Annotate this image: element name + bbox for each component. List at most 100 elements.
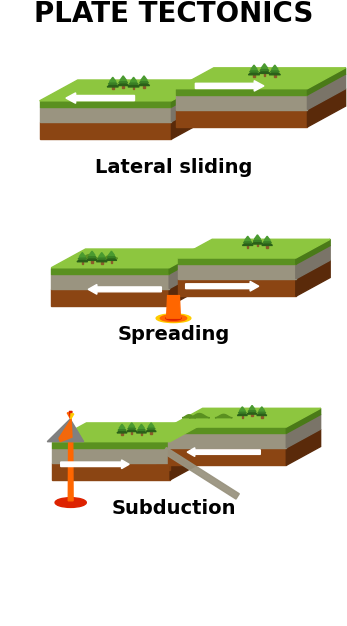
Polygon shape	[82, 262, 83, 264]
Polygon shape	[169, 249, 203, 274]
Polygon shape	[143, 86, 145, 88]
Polygon shape	[101, 262, 102, 264]
Polygon shape	[137, 426, 145, 431]
Polygon shape	[189, 414, 210, 418]
Polygon shape	[108, 251, 115, 255]
Polygon shape	[238, 409, 246, 413]
Polygon shape	[168, 448, 286, 465]
Polygon shape	[129, 423, 135, 427]
Polygon shape	[178, 239, 330, 258]
Polygon shape	[264, 73, 265, 76]
Text: PLATE TECTONICS: PLATE TECTONICS	[34, 0, 313, 28]
Polygon shape	[151, 431, 152, 434]
Polygon shape	[269, 70, 280, 74]
Polygon shape	[248, 408, 256, 411]
Polygon shape	[111, 260, 112, 263]
Polygon shape	[259, 69, 270, 73]
Polygon shape	[307, 68, 346, 95]
Ellipse shape	[55, 498, 86, 508]
Polygon shape	[156, 465, 170, 470]
Polygon shape	[296, 260, 330, 296]
Polygon shape	[286, 414, 321, 448]
Polygon shape	[248, 70, 260, 74]
Polygon shape	[68, 442, 73, 501]
Polygon shape	[266, 245, 268, 248]
Polygon shape	[120, 76, 126, 80]
Polygon shape	[307, 89, 346, 127]
Polygon shape	[296, 245, 330, 279]
Polygon shape	[81, 255, 98, 259]
Polygon shape	[51, 249, 203, 268]
Polygon shape	[244, 239, 252, 243]
Polygon shape	[52, 423, 204, 442]
Polygon shape	[242, 241, 253, 245]
Polygon shape	[51, 289, 169, 306]
Polygon shape	[102, 255, 118, 259]
Polygon shape	[270, 68, 279, 72]
Polygon shape	[176, 68, 346, 89]
FancyArrow shape	[195, 81, 264, 91]
Polygon shape	[52, 448, 170, 463]
Polygon shape	[47, 419, 84, 442]
Polygon shape	[99, 252, 105, 257]
Polygon shape	[40, 101, 171, 107]
Polygon shape	[247, 410, 257, 414]
Polygon shape	[178, 258, 296, 264]
Polygon shape	[272, 65, 278, 69]
Polygon shape	[168, 427, 286, 433]
Polygon shape	[167, 295, 180, 318]
Polygon shape	[69, 411, 72, 419]
Polygon shape	[163, 448, 239, 499]
Polygon shape	[71, 414, 74, 419]
Polygon shape	[107, 83, 118, 87]
Polygon shape	[170, 423, 204, 448]
Ellipse shape	[160, 315, 187, 322]
Ellipse shape	[166, 316, 181, 320]
Polygon shape	[261, 416, 263, 418]
FancyArrow shape	[187, 448, 260, 456]
Polygon shape	[119, 424, 125, 428]
Polygon shape	[139, 78, 149, 83]
Polygon shape	[110, 77, 116, 82]
Polygon shape	[307, 74, 346, 110]
Polygon shape	[78, 255, 86, 259]
Polygon shape	[108, 80, 117, 84]
Polygon shape	[148, 423, 154, 427]
Text: Spreading: Spreading	[117, 325, 230, 344]
Polygon shape	[106, 256, 117, 260]
Polygon shape	[257, 411, 267, 416]
Polygon shape	[274, 74, 276, 77]
Polygon shape	[171, 101, 210, 139]
Polygon shape	[122, 86, 124, 88]
Polygon shape	[260, 66, 269, 71]
Polygon shape	[178, 279, 296, 296]
Polygon shape	[52, 442, 170, 448]
FancyArrow shape	[186, 281, 259, 291]
Polygon shape	[171, 80, 210, 107]
Polygon shape	[242, 416, 243, 418]
Polygon shape	[138, 424, 144, 428]
Polygon shape	[52, 463, 170, 480]
Polygon shape	[253, 237, 262, 242]
Text: Subduction: Subduction	[111, 499, 236, 518]
Polygon shape	[264, 236, 270, 240]
Polygon shape	[112, 87, 113, 90]
Polygon shape	[258, 409, 266, 413]
Polygon shape	[239, 407, 245, 411]
Polygon shape	[59, 419, 72, 442]
Polygon shape	[51, 274, 169, 289]
Polygon shape	[252, 240, 263, 244]
Polygon shape	[118, 426, 126, 431]
Polygon shape	[169, 270, 203, 306]
Polygon shape	[79, 252, 85, 257]
Polygon shape	[237, 411, 247, 416]
Polygon shape	[147, 425, 155, 429]
Polygon shape	[261, 64, 268, 68]
Polygon shape	[176, 89, 307, 95]
Polygon shape	[171, 86, 210, 121]
Polygon shape	[245, 236, 251, 240]
Polygon shape	[98, 255, 106, 259]
Polygon shape	[40, 80, 210, 101]
Polygon shape	[133, 87, 134, 90]
Polygon shape	[215, 414, 232, 418]
